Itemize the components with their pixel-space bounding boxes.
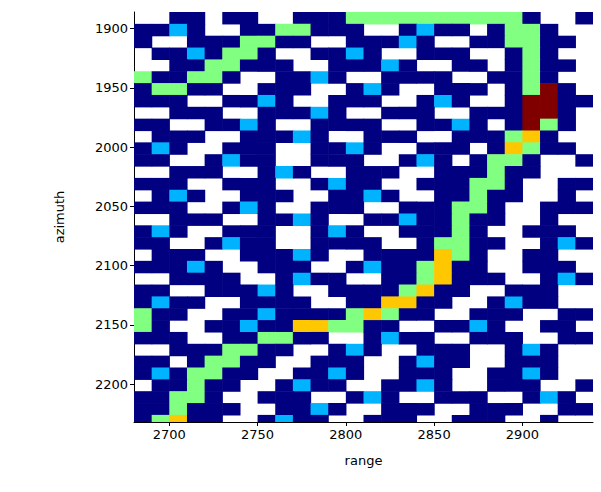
svg-text:2100: 2100 bbox=[95, 258, 128, 273]
svg-text:2750: 2750 bbox=[241, 427, 274, 442]
svg-text:2000: 2000 bbox=[95, 140, 128, 155]
svg-text:azimuth: azimuth bbox=[52, 191, 67, 244]
svg-text:2800: 2800 bbox=[329, 427, 362, 442]
svg-text:2900: 2900 bbox=[506, 427, 539, 442]
svg-text:1950: 1950 bbox=[95, 80, 128, 95]
svg-text:2700: 2700 bbox=[153, 427, 186, 442]
svg-text:2200: 2200 bbox=[95, 377, 128, 392]
svg-text:range: range bbox=[345, 453, 383, 468]
svg-text:2850: 2850 bbox=[418, 427, 451, 442]
svg-text:2150: 2150 bbox=[95, 317, 128, 332]
svg-text:2050: 2050 bbox=[95, 199, 128, 214]
svg-text:1900: 1900 bbox=[95, 21, 128, 36]
